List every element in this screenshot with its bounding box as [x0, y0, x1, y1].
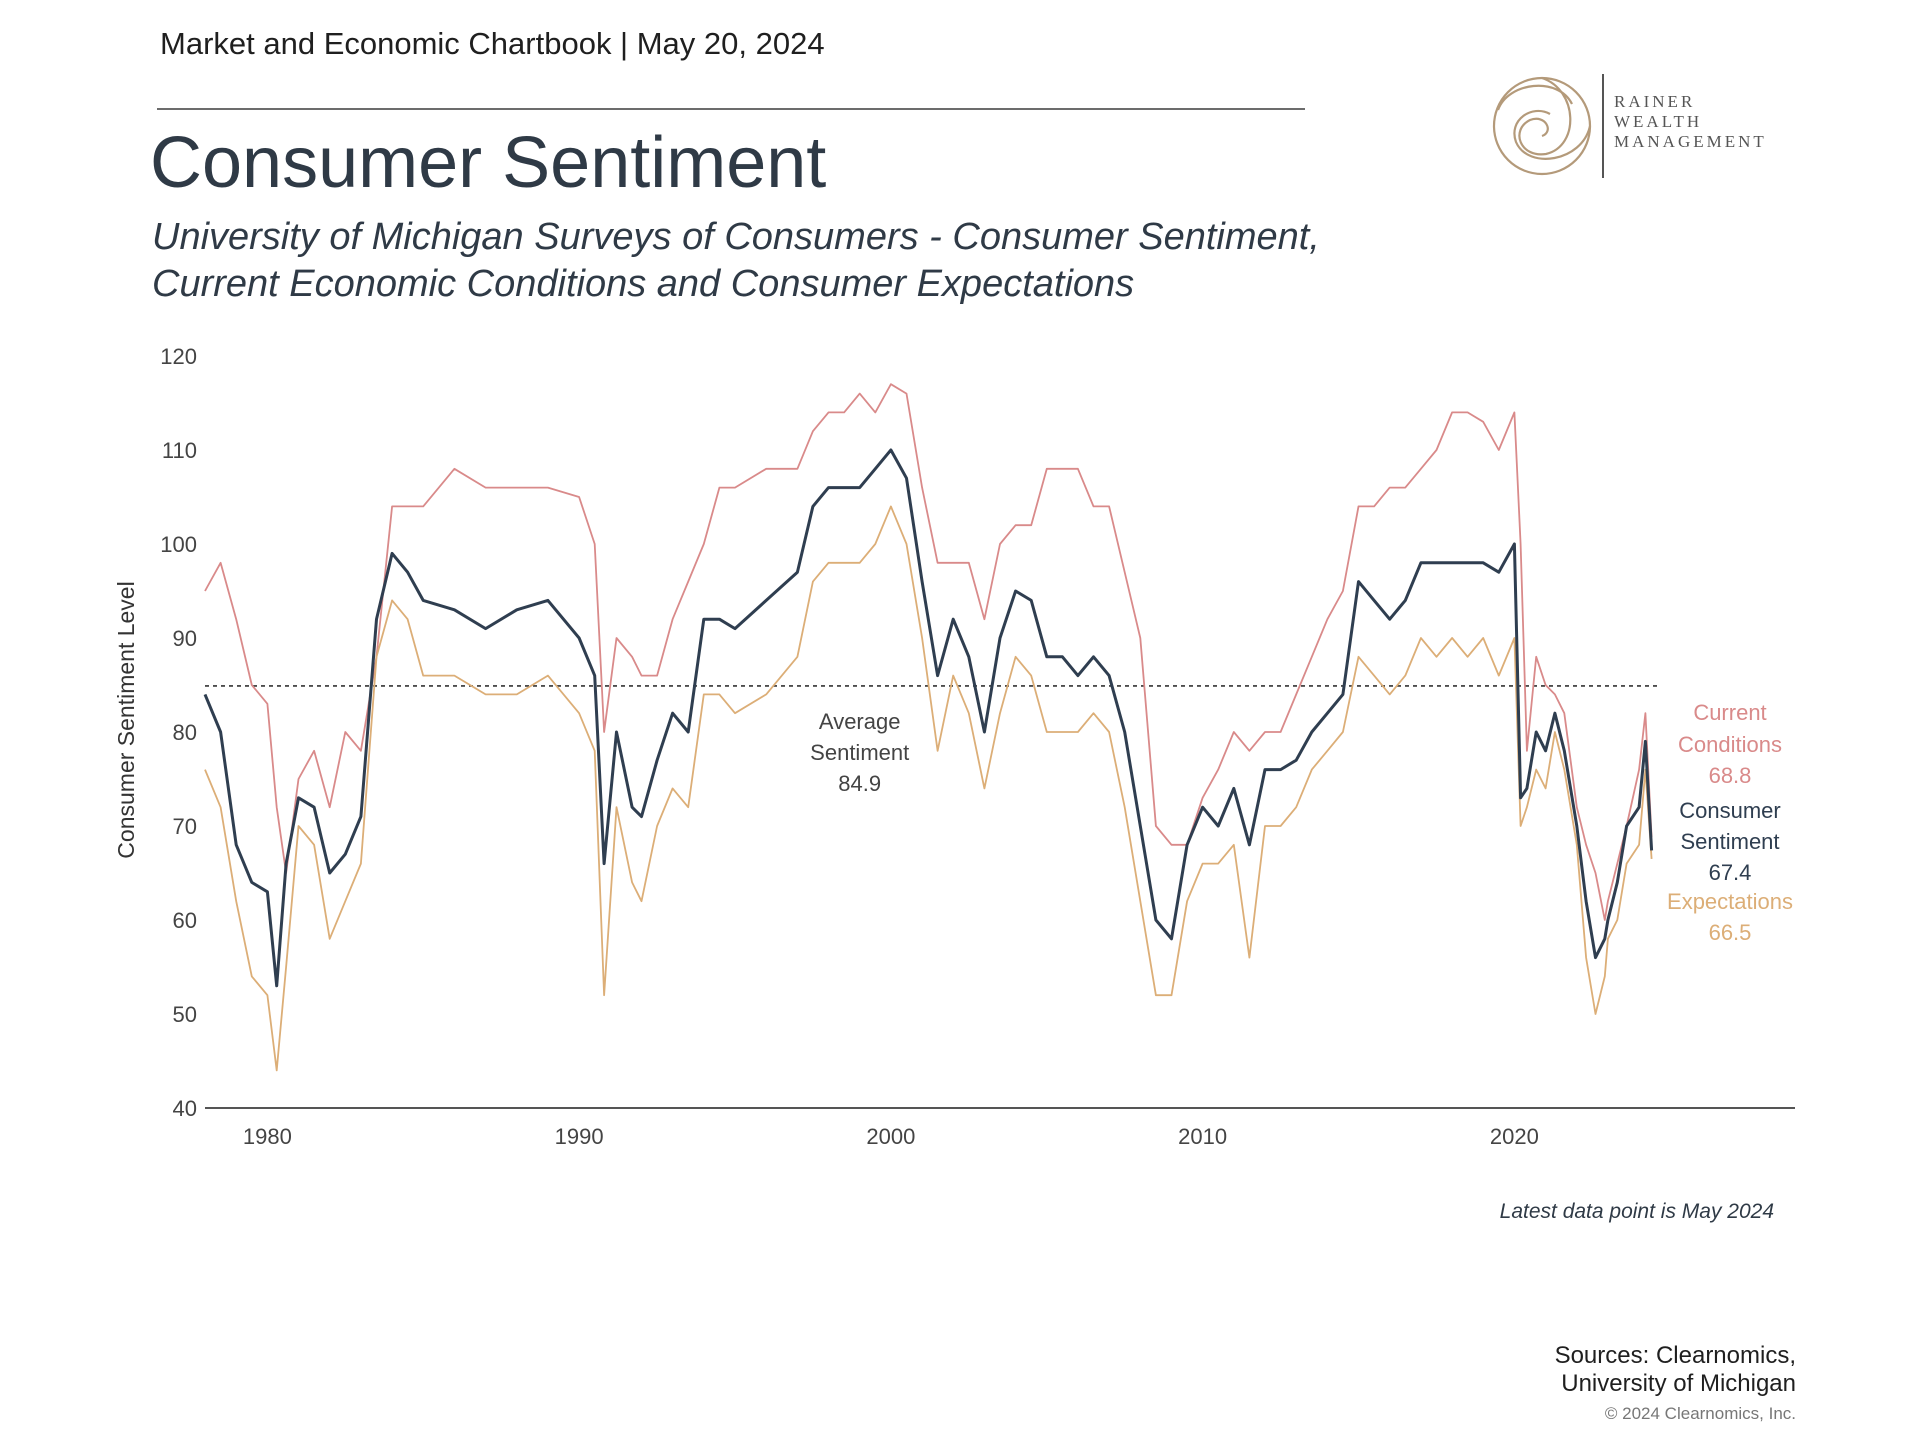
end-label-value: 68.8	[1709, 763, 1752, 788]
average-label-line-2: Sentiment	[810, 740, 909, 765]
rainer-logo-icon	[1492, 76, 1592, 176]
logo-line-2: WEALTH	[1614, 112, 1703, 131]
logo-line-1: RAINER	[1614, 92, 1696, 111]
end-label-name-line-1: Consumer	[1679, 798, 1780, 823]
average-label-line-1: Average	[819, 709, 901, 734]
end-label-name-line-2: Conditions	[1678, 732, 1782, 757]
logo-divider	[1602, 74, 1604, 178]
x-tick-label: 2010	[1178, 1124, 1227, 1149]
latest-data-note: Latest data point is May 2024	[1499, 1200, 1774, 1223]
y-tick-label: 60	[173, 908, 197, 933]
subtitle-line-2: Current Economic Conditions and Consumer…	[152, 263, 1135, 305]
sources-line-1: Sources: Clearnomics,	[1554, 1342, 1796, 1369]
end-label-value: 67.4	[1709, 860, 1752, 885]
copyright: © 2024 Clearnomics, Inc.	[1604, 1404, 1796, 1423]
chart-subtitle: University of Michigan Surveys of Consum…	[152, 214, 1402, 308]
chartbook-header: Market and Economic Chartbook | May 20, …	[160, 26, 825, 61]
average-value: 84.9	[838, 771, 881, 796]
series-line-sentiment	[203, 448, 1654, 988]
x-tick-label: 1980	[243, 1124, 292, 1149]
sources-note: Sources: Clearnomics, University of Mich…	[1555, 1342, 1796, 1398]
y-tick-label: 120	[160, 344, 197, 369]
x-tick-label: 2020	[1490, 1124, 1539, 1149]
end-label-name-line-1: Expectations	[1667, 889, 1793, 914]
x-tick-label: 1990	[555, 1124, 604, 1149]
logo-line-3: MANAGEMENT	[1614, 132, 1767, 151]
end-label-name-line-1: Current	[1693, 700, 1766, 725]
page-title: Consumer Sentiment	[150, 123, 827, 203]
header-divider	[157, 108, 1305, 110]
y-tick-label: 100	[160, 532, 197, 557]
series-line-current	[204, 383, 1653, 921]
y-tick-label: 40	[173, 1096, 197, 1121]
end-label-name-line-2: Sentiment	[1680, 829, 1779, 854]
y-tick-label: 50	[173, 1002, 197, 1027]
end-label-value: 66.5	[1709, 920, 1752, 945]
consumer-sentiment-chart: 40 50 60 70 80 90 100 110 120 1980 1990 2000 2010 202…	[113, 344, 1795, 1149]
series-line-expectations	[204, 505, 1653, 1072]
y-tick-label: 90	[173, 626, 197, 651]
y-axis-label: Consumer Sentiment Level	[113, 581, 139, 858]
y-tick-label: 70	[173, 814, 197, 839]
y-tick-label: 80	[173, 720, 197, 745]
logo-wordmark: RAINER WEALTH MANAGEMENT	[1614, 92, 1767, 152]
subtitle-line-1: University of Michigan Surveys of Consum…	[152, 216, 1320, 258]
sources-line-2: University of Michigan	[1561, 1370, 1796, 1397]
y-tick-label: 110	[162, 438, 197, 463]
x-tick-label: 2000	[866, 1124, 915, 1149]
